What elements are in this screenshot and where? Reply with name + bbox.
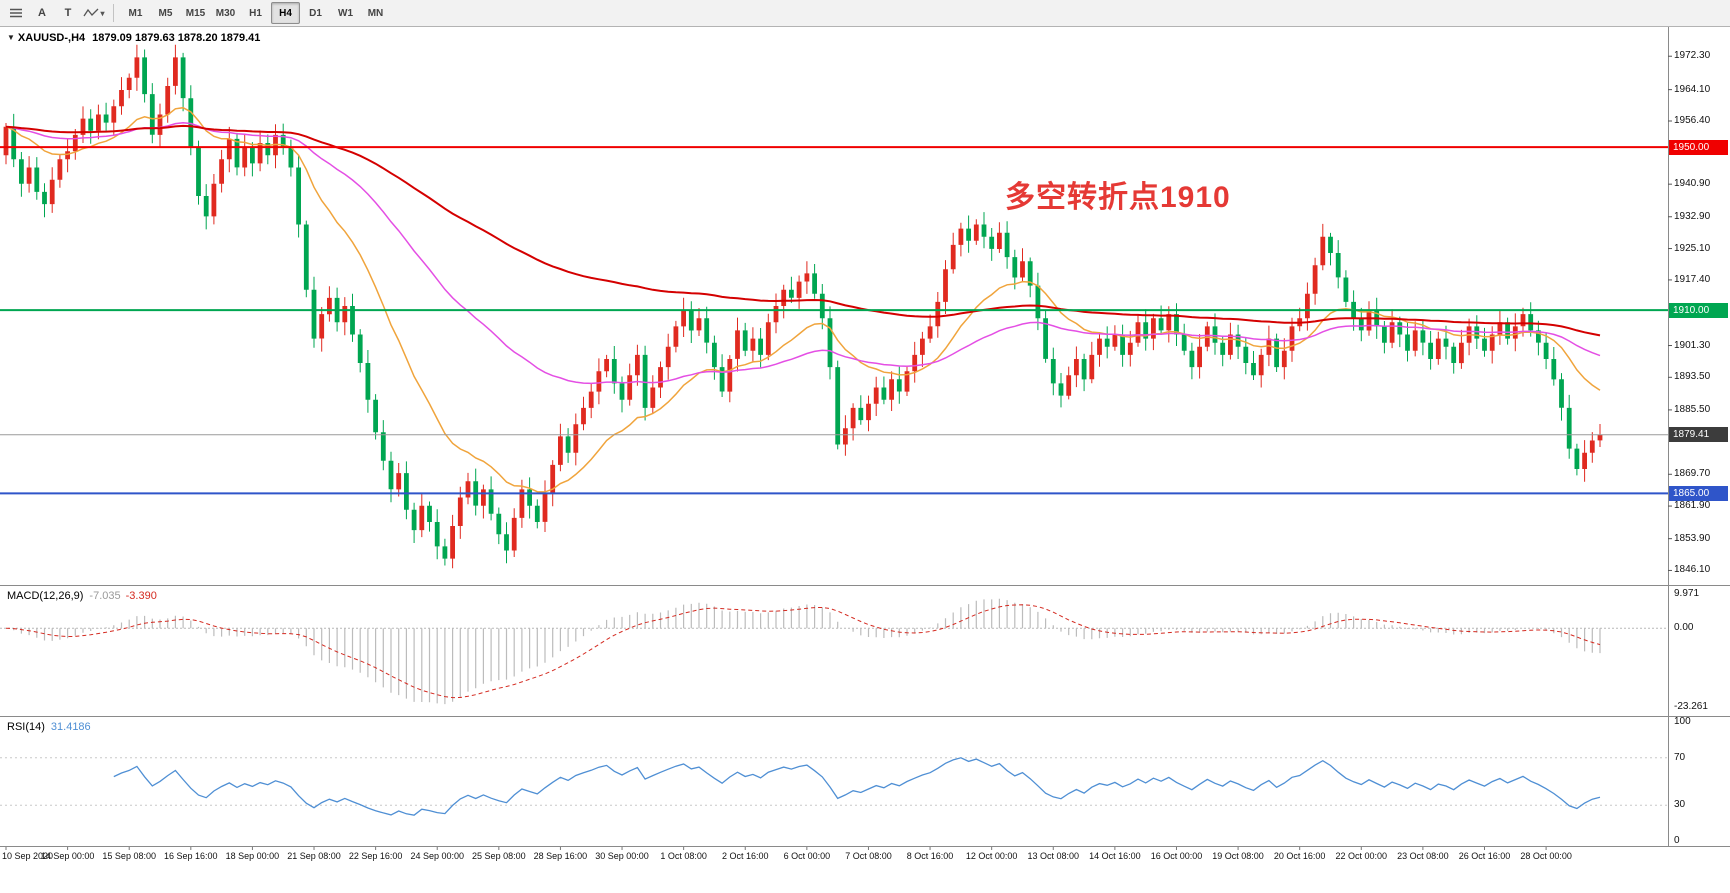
bear-candle-bodies	[11, 57, 1580, 559]
price-axis[interactable]	[1668, 27, 1730, 847]
toolbar: A T ▾ M1 M5 M15 M30 H1 H4 D1 W1 MN	[0, 0, 1730, 27]
bull-candle-bodies	[3, 57, 1603, 559]
timeframe-m30[interactable]: M30	[215, 7, 236, 19]
macd-histogram	[13, 598, 1601, 705]
timeframe-h1[interactable]: H1	[249, 7, 262, 19]
bull-candle-wicks	[5, 44, 1601, 569]
timeframe-d1[interactable]: D1	[309, 7, 322, 19]
timeframe-group: M1 M5 M15 M30 H1 H4 D1 W1 MN	[121, 2, 390, 24]
timeframe-h4[interactable]: H4	[271, 2, 300, 24]
dropdown-caret-icon: ▾	[100, 8, 105, 18]
indicator-dropdown-button[interactable]: ▾	[82, 2, 106, 24]
timeframe-m5[interactable]: M5	[158, 7, 173, 19]
time-axis[interactable]	[0, 847, 1668, 893]
timeframe-w1[interactable]: W1	[338, 7, 353, 19]
ma-slow-line[interactable]	[5, 124, 1601, 337]
macd-signal-line	[5, 604, 1601, 699]
ma-fast-line[interactable]	[5, 106, 1601, 493]
timeframe-m1[interactable]: M1	[128, 7, 143, 19]
bear-candle-wicks	[13, 49, 1578, 566]
timeframe-mn[interactable]: MN	[367, 7, 384, 19]
rsi-line	[113, 757, 1601, 816]
timeframe-m15[interactable]: M15	[185, 7, 206, 19]
chart-list-button[interactable]	[4, 2, 28, 24]
chart-list-icon	[10, 8, 22, 18]
zigzag-indicator-icon	[83, 8, 99, 17]
cursor-tool-button[interactable]: A	[38, 7, 46, 19]
text-tool-button[interactable]: T	[64, 7, 72, 19]
toolbar-separator	[113, 4, 114, 22]
ma-mid-line[interactable]	[5, 121, 1601, 385]
